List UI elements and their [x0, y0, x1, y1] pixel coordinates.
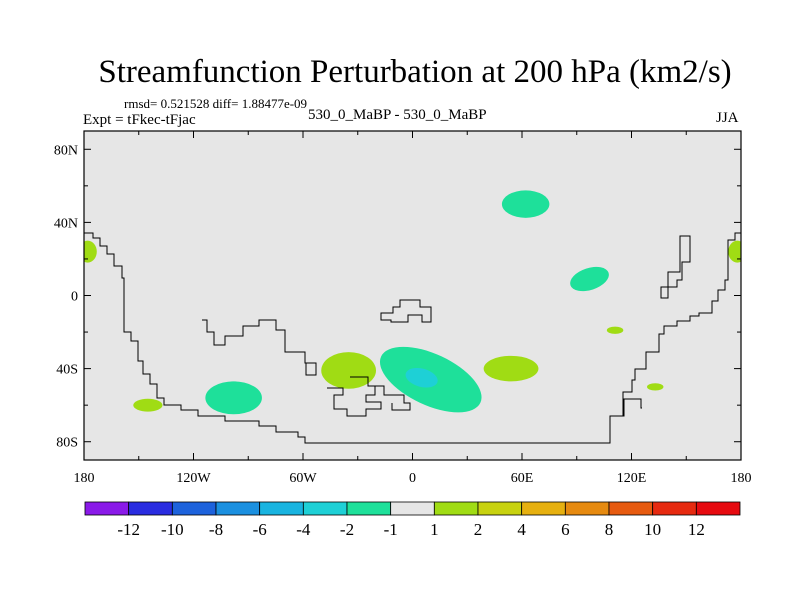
negative-anomaly — [205, 381, 262, 415]
lat-tick-label: 40N — [54, 216, 78, 231]
lon-tick-label: 60W — [289, 471, 317, 486]
coastline-asia — [660, 235, 691, 299]
colorbar-label: -4 — [296, 520, 311, 539]
colorbar-label: -2 — [340, 520, 354, 539]
colorbar-swatch — [215, 501, 261, 516]
colorbar-swatch — [390, 501, 435, 516]
positive-anomaly — [84, 240, 97, 263]
lat-tick-label: 80S — [56, 436, 78, 451]
colorbar-label: -12 — [117, 520, 140, 539]
colorbar-label: -1 — [384, 520, 398, 539]
experiment-label: Expt = tFkec-tFjac — [83, 112, 196, 128]
colorbar-swatch — [564, 501, 610, 516]
plot-title: Streamfunction Perturbation at 200 hPa (… — [98, 54, 732, 90]
colorbar-swatch — [608, 501, 654, 516]
colorbar: -12 -10 -8 -6 -4 -2 -1 1 2 4 6 8 10 12 — [84, 501, 741, 539]
colorbar-swatch — [477, 501, 523, 516]
lon-tick-label: 60E — [511, 471, 534, 486]
coastline-antarctic-peninsula — [202, 319, 317, 376]
runs-label: 530_0_MaBP - 530_0_MaBP — [308, 107, 487, 123]
negative-anomaly — [570, 266, 609, 292]
colorbar-label: 12 — [688, 520, 705, 539]
lat-tick-label: 80N — [54, 143, 78, 158]
negative-anomaly — [501, 190, 550, 218]
colorbar-label: -10 — [161, 520, 184, 539]
colorbar-label: 10 — [644, 520, 661, 539]
colorbar-label: 4 — [517, 520, 526, 539]
stats-label: rmsd= 0.521528 diff= 1.88477e-09 — [124, 96, 308, 111]
lat-tick-label: 40S — [56, 363, 78, 378]
positive-anomaly — [647, 383, 664, 391]
lon-tick-label: 120W — [176, 471, 211, 486]
lat-axis: 80N 40N 0 40S 80S — [54, 143, 741, 451]
lon-tick-label: 180 — [74, 471, 95, 486]
lon-tick-label: 180 — [731, 471, 752, 486]
colorbar-swatch — [259, 501, 304, 516]
lon-tick-label: 120E — [617, 471, 647, 486]
coastline-africa — [380, 299, 432, 323]
positive-anomaly — [133, 398, 163, 412]
coastline-weddell-sea — [350, 376, 411, 411]
colorbar-label: -8 — [209, 520, 223, 539]
coastline-australia — [622, 232, 741, 416]
season-label: JJA — [716, 110, 739, 126]
coastline-ross-sea — [327, 386, 382, 417]
colorbar-label: 2 — [474, 520, 483, 539]
coastline-layer — [84, 232, 741, 444]
positive-anomaly — [483, 355, 539, 382]
colorbar-label: 8 — [605, 520, 614, 539]
lon-tick-label: 0 — [409, 471, 416, 486]
colorbar-swatch — [695, 501, 741, 516]
colorbar-swatch — [521, 501, 566, 516]
positive-anomaly — [728, 240, 741, 263]
colorbar-swatch — [128, 501, 173, 516]
anomaly-layer — [84, 190, 741, 415]
colorbar-label: 1 — [430, 520, 439, 539]
positive-anomaly — [606, 326, 624, 334]
colorbar-swatch — [84, 501, 130, 516]
lat-tick-label: 0 — [71, 290, 78, 305]
colorbar-swatch — [652, 501, 697, 516]
lon-axis: 180 120W 60W 0 60E 120E 180 — [74, 131, 752, 486]
colorbar-swatch — [302, 501, 348, 516]
colorbar-swatch — [433, 501, 479, 516]
colorbar-swatch — [346, 501, 392, 516]
colorbar-swatch — [171, 501, 217, 516]
colorbar-label: 6 — [561, 520, 570, 539]
map-background — [84, 131, 741, 460]
negative-anomaly — [405, 367, 438, 388]
positive-anomaly — [321, 352, 376, 389]
colorbar-label: -6 — [253, 520, 267, 539]
coastline-south-america — [84, 232, 642, 444]
